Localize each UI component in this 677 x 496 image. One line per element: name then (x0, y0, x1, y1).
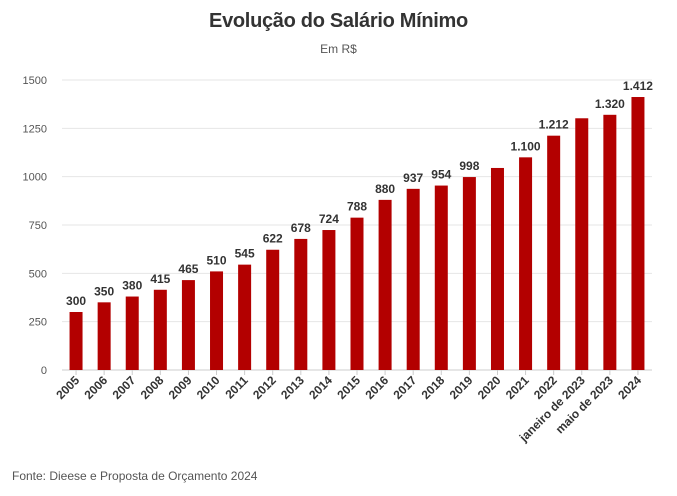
y-tick-label: 1000 (23, 172, 47, 184)
bar (125, 296, 139, 370)
bar (519, 157, 533, 370)
x-tick-label: 2017 (391, 373, 420, 402)
source-note: Fonte: Dieese e Proposta de Orçamento 20… (12, 469, 258, 483)
x-tick-label: 2011 (222, 373, 251, 402)
x-tick-label: 2009 (166, 373, 195, 402)
data-label: 1.100 (511, 139, 541, 153)
x-tick-label: 2019 (447, 373, 476, 402)
y-tick-label: 500 (29, 268, 47, 280)
bar (462, 177, 476, 370)
x-tick-label: 2018 (419, 373, 448, 402)
x-tick-label: 2013 (278, 373, 307, 402)
bar (210, 271, 224, 370)
data-label: 678 (291, 221, 311, 235)
x-tick-label: 2021 (503, 373, 532, 402)
x-tick-label: 2005 (53, 373, 82, 402)
data-label: 545 (235, 247, 255, 261)
bar (97, 302, 111, 370)
data-label: 954 (431, 168, 451, 182)
bar (603, 114, 617, 370)
y-tick-label: 250 (29, 317, 47, 329)
data-label: 724 (319, 212, 339, 226)
x-tick-label: 2024 (615, 373, 644, 402)
bar (350, 217, 364, 370)
y-tick-label: 750 (29, 220, 47, 232)
data-label: 1.320 (595, 97, 625, 111)
y-tick-label: 1250 (23, 123, 47, 135)
data-label: 510 (207, 253, 227, 267)
bar (434, 185, 448, 370)
x-tick-label: 2006 (81, 373, 110, 402)
x-tick-label: 2008 (138, 373, 167, 402)
data-label: 415 (150, 272, 170, 286)
data-label: 880 (375, 182, 395, 196)
x-tick-label: 2016 (362, 373, 391, 402)
data-label: 998 (459, 159, 479, 173)
bar (575, 118, 589, 370)
y-tick-label: 1500 (23, 75, 47, 87)
x-tick-label: 2014 (306, 373, 335, 402)
bar (378, 199, 392, 370)
x-tick-label: 2012 (250, 373, 279, 402)
bar (294, 238, 308, 370)
bar (547, 135, 561, 370)
x-tick-label: 2010 (194, 373, 223, 402)
chart-title: Evolução do Salário Mínimo (209, 10, 468, 32)
x-tick-label: 2020 (475, 373, 504, 402)
data-label: 622 (263, 232, 283, 246)
bar (266, 249, 280, 370)
bar (322, 230, 336, 370)
data-label: 300 (66, 294, 86, 308)
bar (153, 289, 167, 370)
chart-subtitle: Em R$ (320, 42, 357, 56)
data-label: 937 (403, 171, 423, 185)
bar (631, 97, 645, 370)
data-label: 380 (122, 279, 142, 293)
x-tick-label: 2015 (334, 373, 363, 402)
data-label: 1.412 (623, 79, 653, 93)
data-label: 1.212 (539, 118, 569, 132)
y-tick-label: 0 (41, 365, 47, 377)
data-label: 788 (347, 200, 367, 214)
bar (238, 264, 252, 370)
bar (181, 280, 195, 370)
data-label: 465 (178, 262, 198, 276)
bar (490, 167, 504, 370)
data-label: 350 (94, 284, 114, 298)
bar (406, 188, 420, 370)
bar (69, 312, 83, 370)
x-tick-label: 2007 (110, 373, 139, 402)
